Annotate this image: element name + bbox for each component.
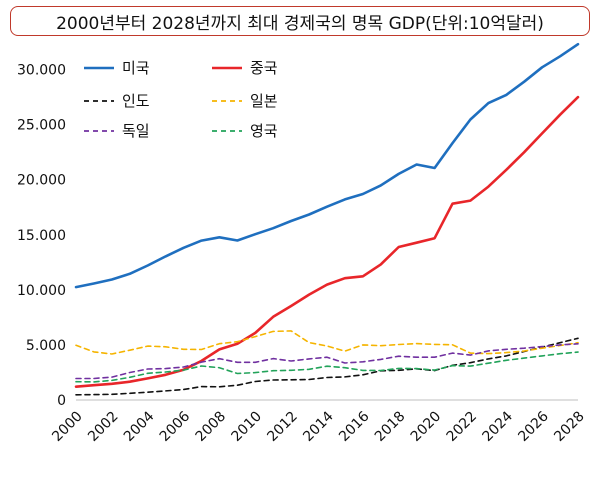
legend-label: 영국: [250, 122, 278, 140]
x-tick-label: 2006: [157, 408, 194, 445]
series-line: [74, 95, 580, 389]
x-tick-labels: 2000 2002 2004 2006 2008 2010 2012 2014 2016 2018…: [49, 408, 588, 445]
x-tick-label: 2020: [408, 408, 445, 445]
x-tick-label: 2024: [480, 408, 517, 445]
x-tick-label: 2004: [121, 408, 158, 445]
y-tick-label: 10.000: [17, 283, 66, 299]
legend-label: 독일: [122, 122, 150, 140]
x-tick-label: 2028: [551, 408, 588, 445]
x-tick-label: 2008: [193, 408, 230, 445]
series-line: [75, 330, 579, 355]
x-tick-label: 2022: [444, 408, 481, 445]
series-line: [74, 42, 580, 289]
y-tick-label: 25.000: [17, 118, 66, 134]
series-line: [75, 337, 579, 396]
series-line: [75, 342, 579, 380]
series-lines: [74, 42, 580, 396]
y-tick-labels: 0 5.000 10.000 15.000 20.000 25.000 30.000: [17, 63, 66, 409]
series-line: [75, 351, 579, 383]
legend-label: 인도: [122, 92, 150, 110]
y-tick-label: 5.000: [26, 338, 66, 354]
x-tick-label: 2018: [372, 408, 409, 445]
x-tick-label: 2000: [49, 408, 86, 445]
x-tick-label: 2016: [336, 408, 373, 445]
y-tick-label: 30.000: [17, 63, 66, 79]
chart-title: 2000년부터 2028년까지 최대 경제국의 명목 GDP(단위:10억달러): [10, 6, 590, 36]
x-tick-label: 2026: [515, 408, 552, 445]
y-tick-label: 0: [57, 393, 66, 409]
x-tick-label: 2014: [300, 408, 337, 445]
legend-label: 중국: [250, 59, 278, 77]
x-tick-label: 2010: [229, 408, 266, 445]
x-tick-label: 2002: [85, 408, 122, 445]
x-tick-label: 2012: [264, 408, 301, 445]
legend-label: 일본: [250, 92, 278, 110]
legend-label: 미국: [122, 59, 150, 77]
y-tick-label: 20.000: [17, 173, 66, 189]
y-tick-label: 15.000: [17, 228, 66, 244]
